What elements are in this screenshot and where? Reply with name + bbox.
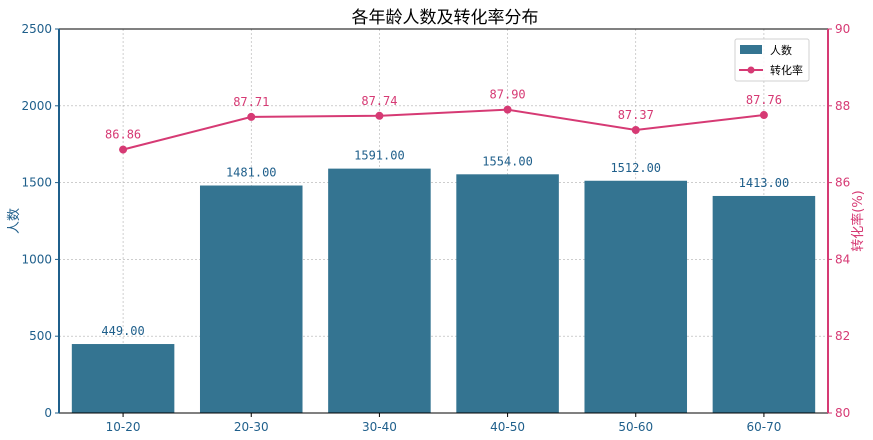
bar-series: 449.00 1481.00 1591.00 1554.00 1512.00 1413.0… [71, 149, 816, 413]
bar [456, 174, 559, 413]
bar [199, 185, 303, 413]
line-data-label: 87.71 [233, 95, 269, 109]
line-point [247, 112, 256, 121]
y-tick-label-right: 82 [835, 329, 850, 343]
legend-label-bar: 人数 [770, 44, 792, 57]
bar-data-label: 1512.00 [610, 161, 661, 175]
y-tick-label-right: 84 [835, 252, 850, 266]
series-line [122, 108, 765, 151]
bar [584, 180, 688, 413]
line-data-label: 87.74 [361, 94, 397, 108]
legend-label-line: 转化率 [770, 63, 803, 77]
y-tick-label-right: 88 [835, 99, 850, 113]
line-data-label: 87.90 [490, 88, 526, 102]
chart-title: 各年龄人数及转化率分布 [352, 8, 539, 28]
bar-data-label: 1554.00 [482, 154, 533, 168]
x-tick-label: 30-40 [362, 420, 397, 434]
bar [712, 195, 816, 413]
y-tick-label-left: 1000 [21, 252, 52, 266]
y-axis-label-right: 转化率(%) [850, 190, 866, 252]
line-point [759, 111, 768, 120]
x-tick-label: 60-70 [746, 420, 781, 434]
x-tick-label: 10-20 [106, 420, 141, 434]
y-tick-label-left: 1500 [21, 176, 52, 190]
bar-data-label: 449.00 [101, 324, 144, 338]
y-tick-label-left: 2000 [21, 99, 52, 113]
y-axis-label-left: 人数 [7, 208, 22, 234]
legend-swatch-bar [740, 45, 762, 54]
bar-data-label: 1413.00 [739, 176, 790, 190]
axes: 0 500 1000 1500 2000 2500 80 82 84 86 88 90 10-20 20-… [21, 22, 850, 434]
bar-data-label: 1591.00 [354, 149, 405, 163]
y-tick-label-right: 80 [835, 406, 850, 420]
bar-data-label: 1481.00 [226, 166, 277, 180]
x-tick-label: 40-50 [490, 420, 525, 434]
bar [71, 344, 175, 413]
line-point [631, 125, 640, 134]
y-tick-label-left: 2500 [21, 22, 52, 36]
line-point [119, 145, 128, 154]
line-series: 86.86 87.71 87.74 87.90 87.37 87.76 [105, 88, 782, 154]
line-data-label: 87.76 [746, 93, 782, 107]
legend-swatch-marker [747, 66, 755, 74]
bar [328, 168, 431, 413]
line-data-label: 86.86 [105, 128, 141, 142]
y-tick-label-left: 0 [44, 406, 52, 420]
x-tick-label: 20-30 [234, 420, 269, 434]
y-tick-label-right: 86 [835, 176, 850, 190]
y-tick-label-right: 90 [835, 22, 850, 36]
line-point [503, 105, 512, 114]
y-tick-label-left: 500 [29, 329, 52, 343]
x-tick-label: 50-60 [618, 420, 653, 434]
line-data-label: 87.37 [618, 108, 654, 122]
line-point [375, 111, 384, 120]
